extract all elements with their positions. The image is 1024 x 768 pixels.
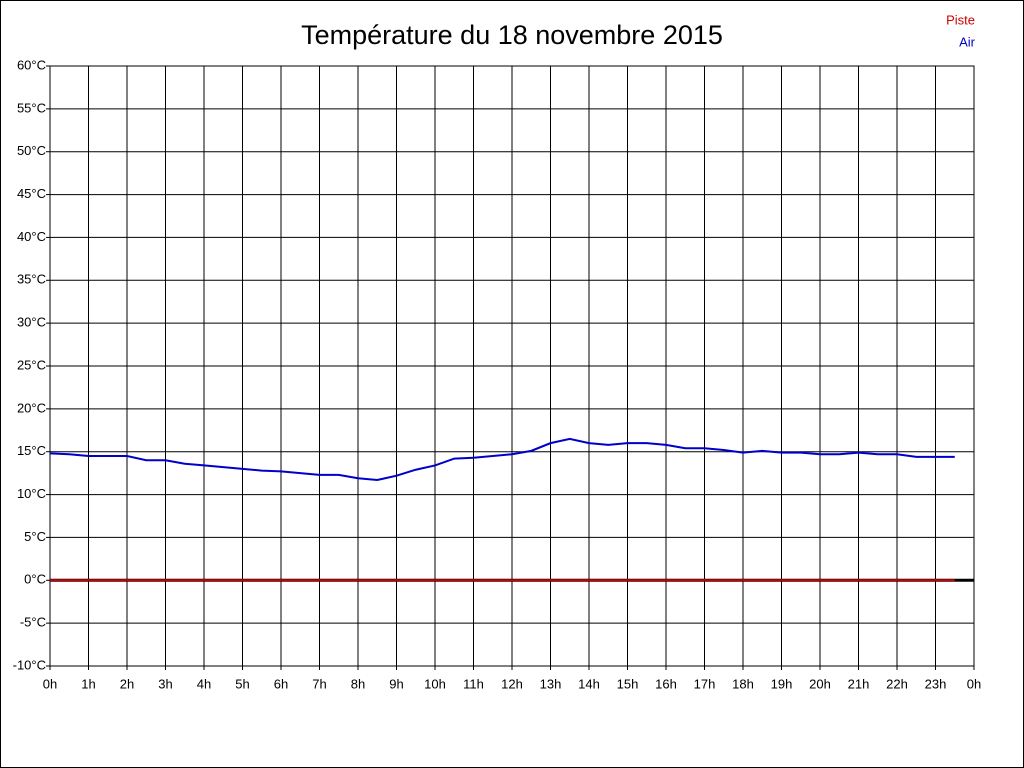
x-tick-label: 12h [501,676,523,691]
x-tick-label: 16h [655,676,677,691]
x-tick-label: 11h [463,676,484,691]
legend-entry: Air [959,34,976,49]
y-tick-label: 50°C [17,143,46,158]
x-tick-label: 6h [274,676,288,691]
y-tick-label: -10°C [13,657,46,672]
x-tick-label: 13h [540,676,562,691]
y-tick-label: 0°C [24,572,46,587]
y-tick-label: 45°C [17,186,46,201]
y-tick-label: 55°C [17,100,46,115]
y-tick-label: 15°C [17,443,46,458]
x-tick-label: 19h [771,676,793,691]
x-tick-label: 23h [925,676,947,691]
series-line [49,437,955,482]
x-tick-label: 8h [351,676,365,691]
x-tick-label: 0h [967,676,981,691]
x-tick-label: 1h [81,676,95,691]
y-tick-label: 5°C [24,529,46,544]
x-tick-label: 5h [235,676,249,691]
x-tick-label: 0h [43,676,57,691]
x-tick-label: 9h [389,676,403,691]
chart-title: Température du 18 novembre 2015 [301,20,723,50]
y-tick-label: 20°C [17,400,46,415]
x-tick-label: 22h [886,676,908,691]
x-tick-label: 20h [809,676,831,691]
x-tick-label: 3h [158,676,172,691]
x-tick-label: 14h [578,676,600,691]
x-tick-label: 18h [732,676,754,691]
x-tick-label: 2h [120,676,134,691]
x-tick-label: 4h [197,676,211,691]
x-tick-label: 15h [617,676,639,691]
y-tick-label: 30°C [17,315,46,330]
y-tick-label: 40°C [17,229,46,244]
x-tick-label: 7h [312,676,326,691]
y-tick-label: 60°C [17,57,46,72]
x-tick-label: 17h [694,676,716,691]
x-tick-label: 10h [424,676,446,691]
x-tick-label: 21h [848,676,870,691]
y-tick-label: 10°C [17,486,46,501]
y-tick-label: 25°C [17,357,46,372]
legend-entry: Piste [946,12,975,27]
y-tick-label: 35°C [17,272,46,287]
y-tick-label: -5°C [20,615,46,630]
